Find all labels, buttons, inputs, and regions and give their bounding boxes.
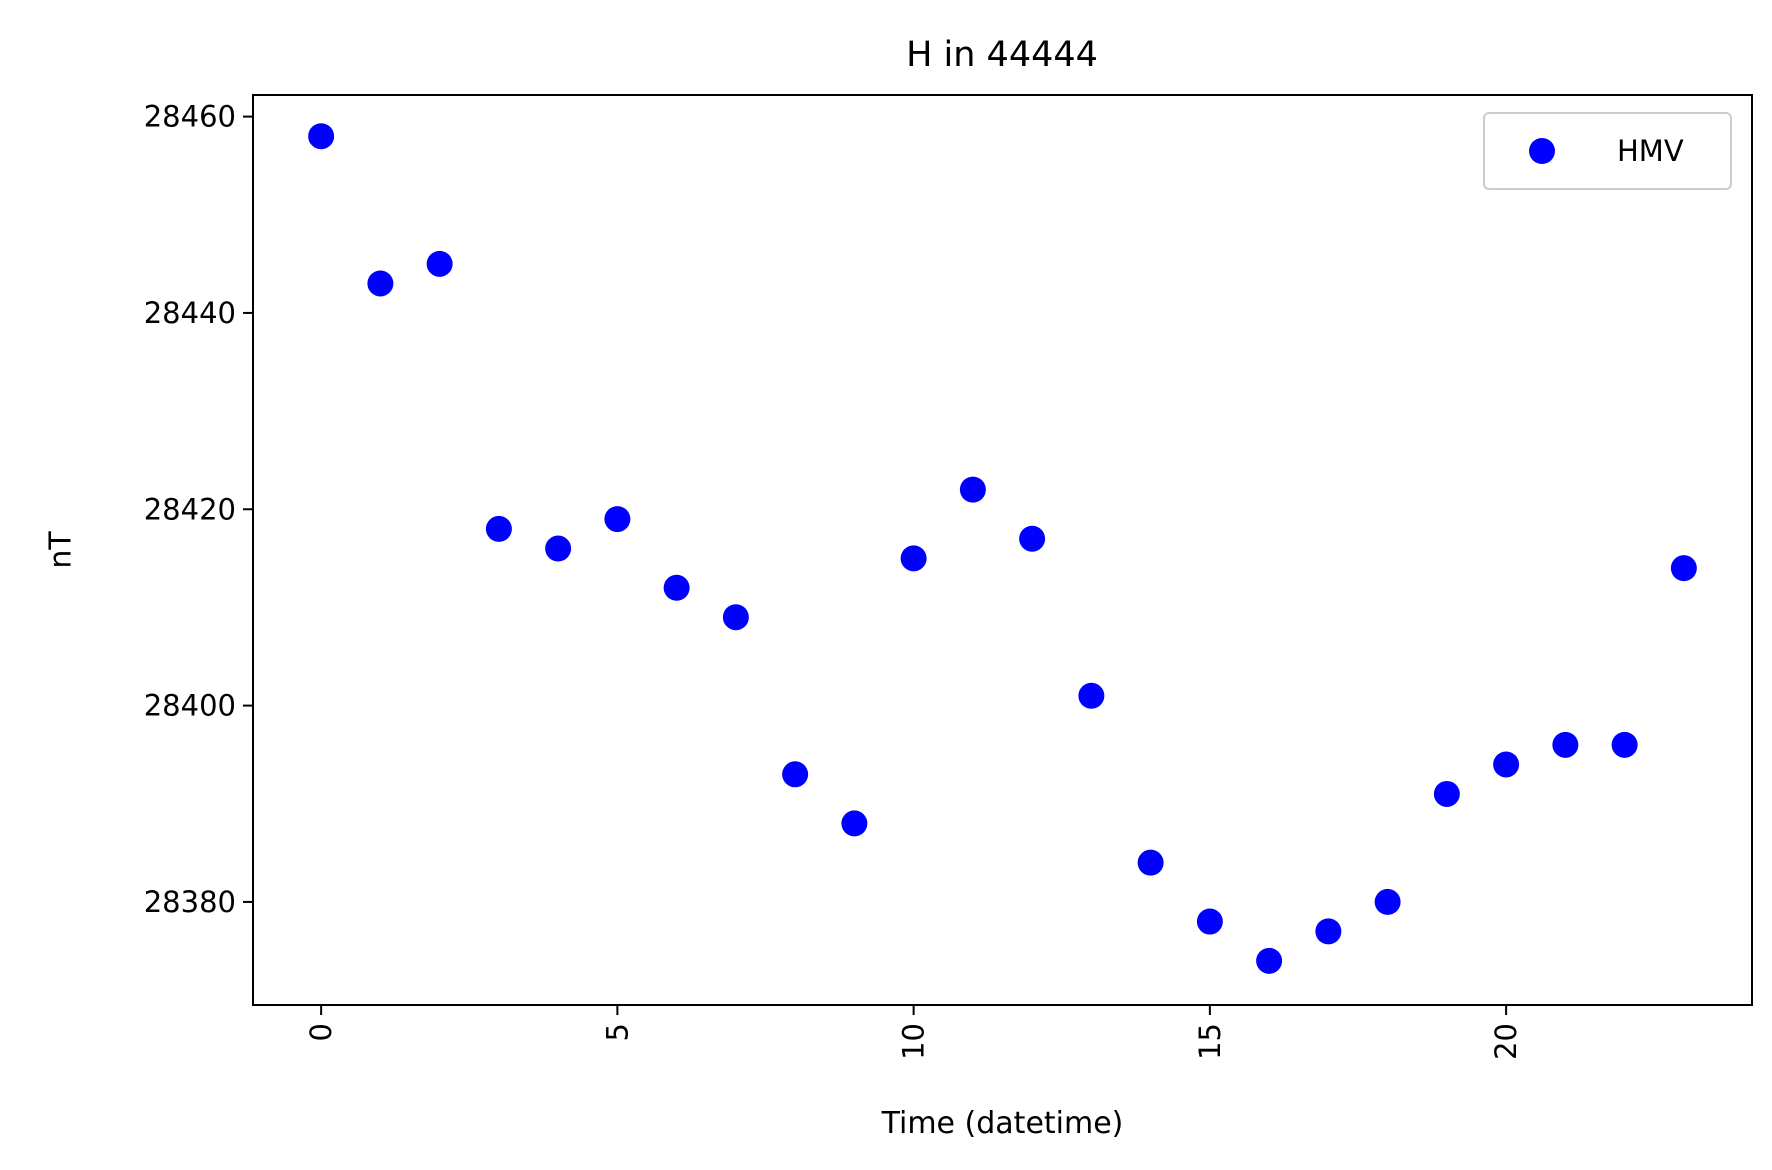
y-axis: 28380 28400 28420 28440 28460 xyxy=(144,100,253,919)
data-point xyxy=(367,270,394,297)
plot-area xyxy=(308,123,1697,974)
data-point xyxy=(1374,888,1401,915)
x-tick-label: 20 xyxy=(1489,1023,1523,1060)
y-tick-label: 28460 xyxy=(144,100,236,134)
data-point xyxy=(722,604,749,631)
legend-marker xyxy=(1529,138,1555,164)
data-point xyxy=(1670,555,1697,582)
legend: HMV xyxy=(1483,112,1732,190)
y-tick-label: 28440 xyxy=(144,296,236,330)
data-point xyxy=(782,761,809,788)
x-tick-label: 0 xyxy=(304,1023,338,1041)
data-point xyxy=(485,515,512,542)
data-point xyxy=(426,250,453,277)
y-axis-label: nT xyxy=(44,531,79,569)
data-point xyxy=(959,476,986,503)
x-tick-label: 10 xyxy=(897,1023,931,1060)
y-tick-label: 28420 xyxy=(144,492,236,526)
data-point xyxy=(1019,525,1046,552)
data-point xyxy=(1552,731,1579,758)
data-point xyxy=(1611,731,1638,758)
x-tick-label: 5 xyxy=(600,1023,634,1041)
y-tick-label: 28380 xyxy=(144,885,236,919)
data-point xyxy=(1493,751,1520,778)
x-axis: 0 5 10 15 20 xyxy=(304,1005,1523,1060)
data-point xyxy=(604,506,631,533)
y-tick-label: 28400 xyxy=(144,689,236,723)
legend-label: HMV xyxy=(1617,134,1684,168)
data-point xyxy=(1196,908,1223,935)
axes-frame xyxy=(252,94,1753,1006)
x-tick-label: 15 xyxy=(1193,1023,1227,1060)
data-point xyxy=(841,810,868,837)
data-point xyxy=(545,535,572,562)
data-point xyxy=(1433,780,1460,807)
data-point xyxy=(1256,947,1283,974)
data-point xyxy=(1315,918,1342,945)
data-point xyxy=(900,545,927,572)
x-axis-label: Time (datetime) xyxy=(881,1106,1124,1141)
chart-title: H in 44444 xyxy=(906,35,1098,75)
data-point xyxy=(1137,849,1164,876)
data-point xyxy=(1078,682,1105,709)
data-point xyxy=(663,574,690,601)
legend-box xyxy=(1483,112,1732,190)
data-point xyxy=(308,123,335,150)
